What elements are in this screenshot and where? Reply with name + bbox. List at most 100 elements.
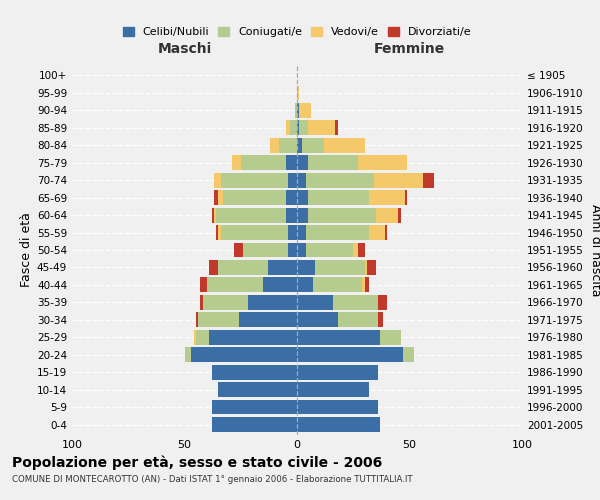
- Bar: [369, 225, 385, 240]
- Bar: [385, 225, 387, 240]
- Bar: [299, 120, 308, 135]
- Bar: [297, 348, 403, 362]
- Bar: [286, 120, 290, 135]
- Bar: [214, 173, 221, 188]
- Bar: [209, 260, 218, 275]
- Bar: [200, 295, 203, 310]
- Bar: [398, 208, 401, 222]
- Bar: [308, 190, 369, 205]
- Bar: [297, 173, 306, 188]
- Bar: [362, 278, 365, 292]
- Bar: [241, 156, 286, 170]
- Bar: [214, 190, 218, 205]
- Bar: [369, 190, 405, 205]
- Bar: [367, 260, 376, 275]
- Bar: [297, 417, 380, 432]
- Bar: [218, 382, 297, 397]
- Bar: [196, 312, 198, 327]
- Bar: [297, 190, 308, 205]
- Bar: [405, 190, 407, 205]
- Bar: [302, 138, 324, 152]
- Text: Popolazione per età, sesso e stato civile - 2006: Popolazione per età, sesso e stato civil…: [12, 455, 382, 469]
- Bar: [365, 260, 367, 275]
- Bar: [380, 330, 401, 344]
- Bar: [308, 120, 335, 135]
- Bar: [218, 190, 223, 205]
- Bar: [218, 260, 268, 275]
- Bar: [297, 330, 380, 344]
- Bar: [324, 138, 365, 152]
- Bar: [297, 242, 306, 258]
- Bar: [403, 348, 414, 362]
- Bar: [216, 225, 218, 240]
- Bar: [196, 330, 209, 344]
- Bar: [297, 260, 315, 275]
- Bar: [212, 400, 297, 414]
- Bar: [353, 242, 358, 258]
- Bar: [315, 260, 365, 275]
- Text: Femmine: Femmine: [374, 42, 445, 56]
- Bar: [423, 173, 434, 188]
- Bar: [221, 225, 288, 240]
- Bar: [193, 330, 196, 344]
- Bar: [306, 225, 369, 240]
- Bar: [218, 225, 221, 240]
- Bar: [234, 242, 243, 258]
- Bar: [207, 278, 263, 292]
- Bar: [290, 120, 297, 135]
- Bar: [378, 295, 387, 310]
- Bar: [263, 278, 297, 292]
- Bar: [212, 365, 297, 380]
- Bar: [203, 295, 248, 310]
- Bar: [376, 208, 398, 222]
- Bar: [297, 103, 299, 118]
- Text: Maschi: Maschi: [157, 42, 212, 56]
- Bar: [288, 242, 297, 258]
- Bar: [297, 156, 308, 170]
- Bar: [295, 103, 297, 118]
- Bar: [212, 417, 297, 432]
- Bar: [279, 138, 297, 152]
- Bar: [209, 330, 297, 344]
- Bar: [373, 173, 423, 188]
- Bar: [191, 348, 297, 362]
- Y-axis label: Fasce di età: Fasce di età: [20, 212, 33, 288]
- Bar: [299, 103, 311, 118]
- Bar: [297, 225, 306, 240]
- Bar: [286, 190, 297, 205]
- Text: COMUNE DI MONTECAROTTO (AN) - Dati ISTAT 1° gennaio 2006 - Elaborazione TUTTITAL: COMUNE DI MONTECAROTTO (AN) - Dati ISTAT…: [12, 475, 413, 484]
- Bar: [297, 138, 302, 152]
- Bar: [286, 156, 297, 170]
- Bar: [335, 120, 337, 135]
- Bar: [248, 295, 297, 310]
- Bar: [223, 190, 286, 205]
- Bar: [297, 382, 369, 397]
- Bar: [358, 242, 365, 258]
- Bar: [297, 120, 299, 135]
- Bar: [288, 225, 297, 240]
- Bar: [212, 208, 214, 222]
- Bar: [268, 260, 297, 275]
- Bar: [297, 312, 337, 327]
- Bar: [185, 348, 191, 362]
- Bar: [365, 278, 369, 292]
- Bar: [200, 278, 207, 292]
- Bar: [313, 278, 362, 292]
- Bar: [306, 242, 353, 258]
- Bar: [214, 208, 216, 222]
- Bar: [297, 208, 308, 222]
- Bar: [232, 156, 241, 170]
- Bar: [297, 86, 299, 100]
- Bar: [216, 208, 286, 222]
- Bar: [358, 156, 407, 170]
- Bar: [288, 173, 297, 188]
- Bar: [297, 400, 378, 414]
- Y-axis label: Anni di nascita: Anni di nascita: [589, 204, 600, 296]
- Bar: [308, 156, 358, 170]
- Bar: [221, 173, 288, 188]
- Bar: [297, 278, 313, 292]
- Bar: [297, 365, 378, 380]
- Bar: [239, 312, 297, 327]
- Bar: [297, 295, 333, 310]
- Bar: [198, 312, 239, 327]
